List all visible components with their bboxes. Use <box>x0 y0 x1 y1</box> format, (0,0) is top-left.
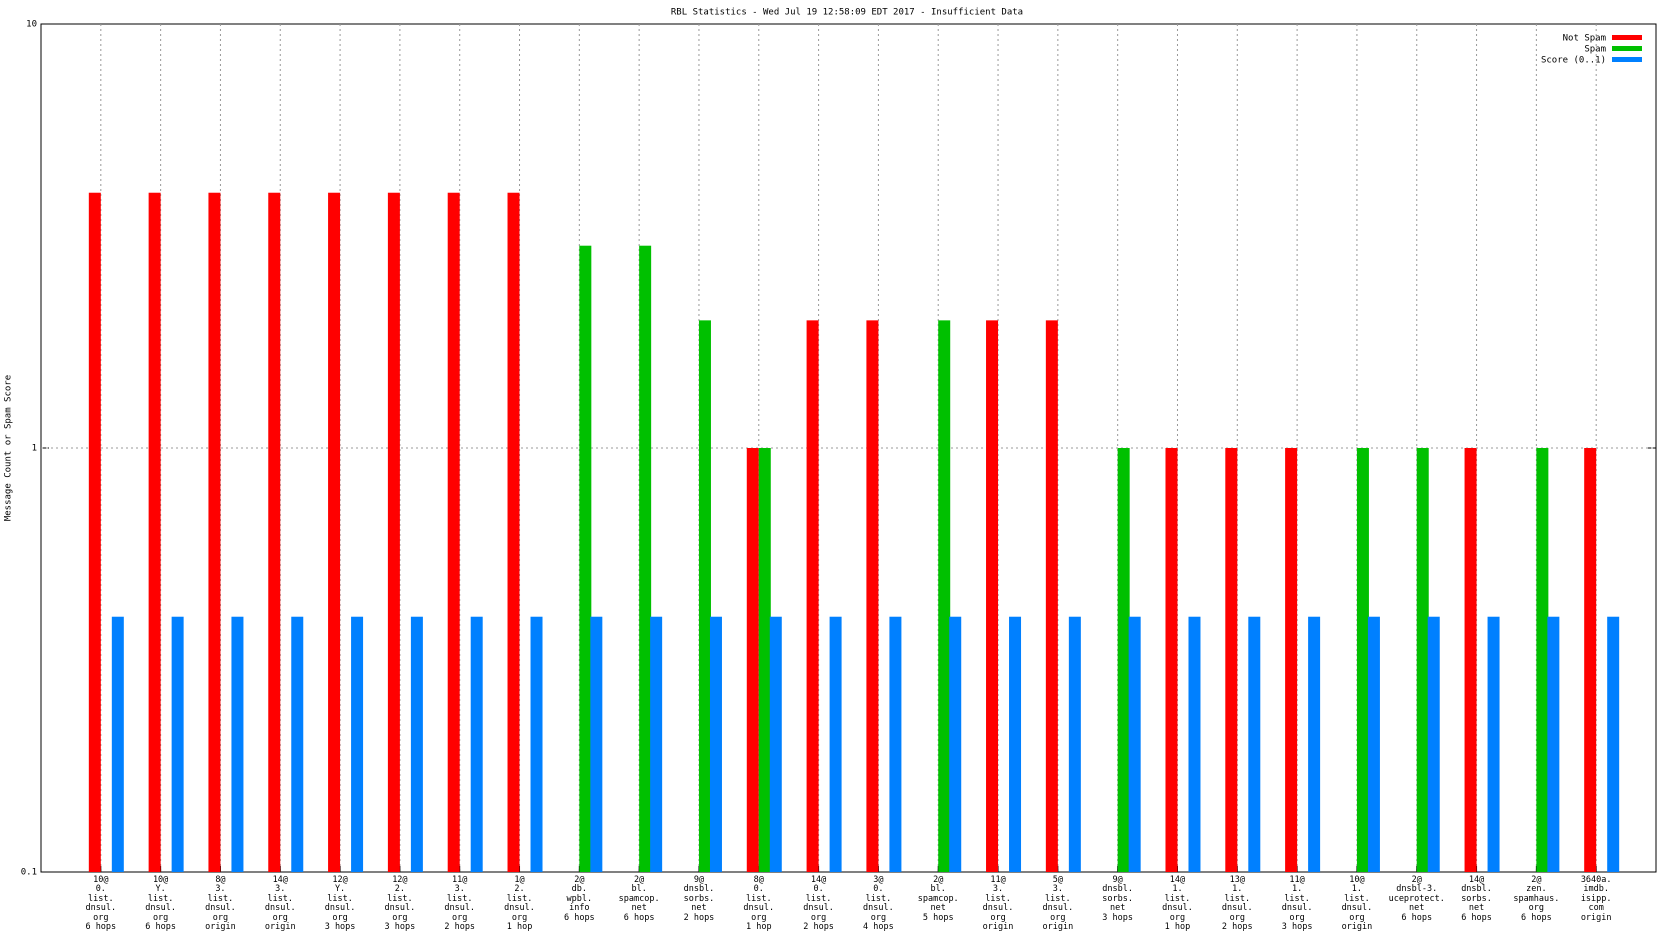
y-axis-label: Message Count or Spam Score <box>4 375 14 521</box>
bar <box>1547 616 1560 872</box>
bar <box>88 192 101 872</box>
bar <box>387 192 400 872</box>
x-tick-label: 14@ 0. list. dnsul. org 2 hops <box>803 875 834 933</box>
bar <box>507 192 520 872</box>
bar <box>1308 616 1321 872</box>
bar <box>579 245 592 873</box>
legend-swatch <box>1612 35 1642 40</box>
bar <box>111 616 124 872</box>
bar <box>1009 616 1022 872</box>
bar <box>1165 448 1178 872</box>
bar <box>1128 616 1141 872</box>
bar <box>470 616 483 872</box>
x-tick-label: 8@ 0. list. dnsul. org 1 hop <box>743 875 775 933</box>
bar <box>1068 616 1081 872</box>
x-tick-label: 11@ 3. list. dnsul. org origin <box>982 875 1014 933</box>
bar <box>1367 616 1380 872</box>
bar <box>1416 448 1429 872</box>
legend-label: Score (0..1) <box>1541 56 1606 66</box>
x-tick-label: 2@ bl. spamcop. net 6 hops <box>618 875 660 923</box>
y-tick-label: 0.1 <box>21 868 37 878</box>
bar <box>1285 448 1298 872</box>
legend-label: Not Spam <box>1563 34 1606 44</box>
bar <box>351 616 364 872</box>
x-tick-label: 13@ 1. list. dnsul. org 2 hops <box>1221 875 1253 933</box>
bar <box>1536 448 1549 872</box>
bar <box>650 616 663 872</box>
bar <box>447 192 460 872</box>
bar <box>231 616 244 872</box>
x-tick-label: 14@ 3. list. dnsul. org origin <box>264 875 296 933</box>
x-tick-label: 10@ 0. list. dnsul. org 6 hops <box>85 875 117 933</box>
chart-title: RBL Statistics - Wed Jul 19 12:58:09 EDT… <box>671 8 1023 18</box>
x-tick-label: 9@ dnsbl. sorbs. net 3 hops <box>1102 875 1134 923</box>
bar <box>769 616 782 872</box>
bar <box>1045 320 1058 872</box>
bar <box>986 320 999 872</box>
bar <box>208 192 221 872</box>
bar <box>746 448 759 872</box>
bar <box>171 616 184 872</box>
bar <box>590 616 603 872</box>
x-tick-label: 8@ 3. list. dnsul. org origin <box>205 875 236 933</box>
x-tick-label: 2@ dnsbl-3. uceprotect. net 6 hops <box>1388 875 1445 923</box>
bar <box>1584 448 1597 872</box>
x-tick-label: 14@ 1. list. dnsul. org 1 hop <box>1162 875 1193 933</box>
x-tick-label: 5@ 3. list. dnsul. org origin <box>1042 875 1074 933</box>
bar <box>866 320 879 872</box>
bar <box>530 616 543 872</box>
bar <box>148 192 161 872</box>
x-tick-label: 9@ dnsbl. sorbs. net 2 hops <box>683 875 715 923</box>
bar <box>1607 616 1620 872</box>
bar <box>758 448 771 872</box>
x-tick-label: 11@ 1. list. dnsul. org 3 hops <box>1281 875 1313 933</box>
x-tick-label: 2@ zen. spamhaus. org 6 hops <box>1513 875 1560 923</box>
bar <box>1427 616 1440 872</box>
bar <box>698 320 711 872</box>
bar <box>938 320 951 872</box>
x-tick-label: 2@ bl. spamcop. net 5 hops <box>917 875 959 923</box>
bar <box>1188 616 1201 872</box>
bar <box>709 616 722 872</box>
bar <box>328 192 341 872</box>
x-tick-label: 10@ Y. list. dnsul. org 6 hops <box>145 875 176 933</box>
bar <box>268 192 281 872</box>
bar <box>639 245 652 873</box>
x-tick-label: 11@ 3. list. dnsul. org 2 hops <box>444 875 476 933</box>
bar <box>1487 616 1500 872</box>
legend-swatch <box>1612 46 1642 51</box>
x-tick-label: 12@ 2. list. dnsul. org 3 hops <box>384 875 416 933</box>
x-tick-label: 3@ 0. list. dnsul. org 4 hops <box>863 875 894 933</box>
legend-swatch <box>1612 57 1642 62</box>
legend-label: Spam <box>1584 45 1606 55</box>
plot-frame <box>40 23 1657 873</box>
bar <box>949 616 962 872</box>
bar <box>1117 448 1130 872</box>
bar <box>889 616 902 872</box>
x-tick-label: 2@ db. wpbl. info 6 hops <box>563 875 595 923</box>
bar <box>829 616 842 872</box>
x-tick-label: 1@ 2. list. dnsul. org 1 hop <box>504 875 535 933</box>
bar <box>806 320 819 872</box>
bar <box>1356 448 1369 872</box>
y-tick-label: 1 <box>32 444 37 454</box>
x-tick-label: 10@ 1. list. dnsul. org origin <box>1341 875 1373 933</box>
y-tick-label: 10 <box>26 20 37 30</box>
bar <box>1248 616 1261 872</box>
bar <box>410 616 423 872</box>
bar <box>1464 448 1477 872</box>
bar <box>291 616 304 872</box>
x-tick-label: 12@ Y. list. dnsul. org 3 hops <box>324 875 356 933</box>
bar <box>1225 448 1238 872</box>
x-tick-label: 14@ dnsbl. sorbs. net 6 hops <box>1461 875 1492 923</box>
x-tick-label: 3640a. imdb. isipp. com origin <box>1580 875 1612 923</box>
